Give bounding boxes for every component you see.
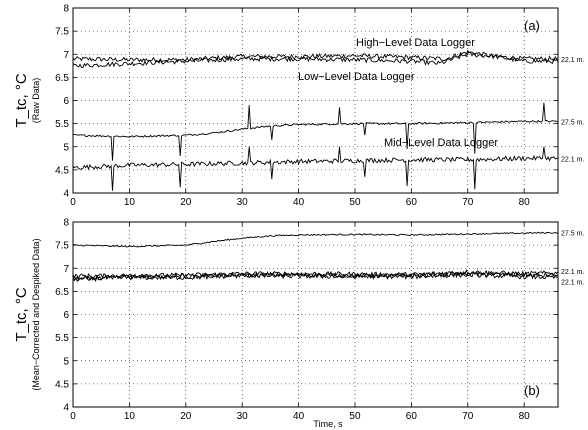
x-tick-label: 10 (124, 197, 136, 208)
y-tick-label: 7.5 (55, 27, 69, 38)
x-tick-label: 70 (462, 197, 474, 208)
y-tick-label: 6.5 (55, 287, 69, 298)
series-line (72, 102, 559, 161)
x-axis-title: Time, s (313, 419, 343, 429)
y-tick-label: 5 (63, 356, 69, 367)
annotation-low-level: Low−Level Data Logger (298, 71, 415, 83)
x-tick-label: 80 (519, 411, 531, 422)
x-tick-label: 60 (406, 411, 418, 422)
y-axis-title: T_tc, °C (13, 73, 30, 128)
panel-label: (b) (524, 383, 540, 398)
x-tick-label: 40 (293, 197, 305, 208)
x-tick-label: 10 (124, 411, 136, 422)
y-tick-label: 6 (63, 96, 69, 107)
series-end-label: 22.1 m. (561, 269, 584, 276)
y-tick-label: 7.5 (55, 241, 69, 252)
y-axis-subtitle: (Mean−Corrected and Despiked Data) (31, 238, 41, 390)
y-axis-subtitle: (Raw Data) (31, 78, 41, 124)
series-end-label: 22.1 m. (561, 57, 584, 64)
x-tick-label: 30 (237, 411, 249, 422)
y-tick-label: 7 (63, 50, 69, 61)
series-end-label: 22.1 m. (561, 280, 584, 287)
series-line (72, 271, 558, 282)
series-line (72, 146, 559, 191)
y-tick-label: 7 (63, 264, 69, 275)
x-tick-label: 30 (237, 197, 249, 208)
y-tick-label: 5 (63, 142, 69, 153)
y-tick-label: 4 (63, 189, 69, 200)
x-tick-label: 50 (349, 197, 361, 208)
y-tick-label: 8 (63, 218, 69, 229)
y-tick-label: 4.5 (55, 379, 69, 390)
x-tick-label: 60 (406, 197, 418, 208)
x-tick-label: 50 (349, 411, 361, 422)
x-tick-label: 20 (180, 197, 192, 208)
series-line (72, 231, 559, 248)
x-tick-label: 0 (70, 197, 76, 208)
x-tick-label: 20 (180, 411, 192, 422)
panel-label: (a) (524, 18, 540, 33)
annotation-high-level: High−Level Data Logger (356, 37, 475, 49)
annotation-mid-level: Mid−Level Data Logger (384, 137, 498, 149)
panel-b: 27.5 m. 22.1 m. 22.1 m. 0 10 20 30 40 50 60 70 80 4 4… (13, 218, 584, 423)
series-line (72, 271, 559, 283)
y-tick-label: 5.5 (55, 119, 69, 130)
series-end-label: 22.1 m. (561, 156, 584, 163)
x-tick-label: 0 (70, 411, 76, 422)
y-tick-label: 6 (63, 310, 69, 321)
series-end-label: 27.5 m. (561, 119, 584, 126)
y-tick-label: 4.5 (55, 165, 69, 176)
y-tick-label: 5.5 (55, 333, 69, 344)
x-tick-label: 40 (293, 411, 305, 422)
series-end-label: 27.5 m. (561, 231, 584, 238)
series-line (72, 52, 559, 69)
y-tick-label: 6.5 (55, 73, 69, 84)
x-tick-label: 80 (519, 197, 531, 208)
y-axis-title: T_tc, °C (13, 287, 30, 342)
y-tick-label: 4 (63, 403, 69, 414)
x-tick-label: 70 (462, 411, 474, 422)
y-tick-label: 8 (63, 4, 69, 15)
panel-a: 22.1 m. 27.5 m. 22.1 m. 0 10 20 30 40 50 60 70 80 4 4… (13, 4, 584, 209)
